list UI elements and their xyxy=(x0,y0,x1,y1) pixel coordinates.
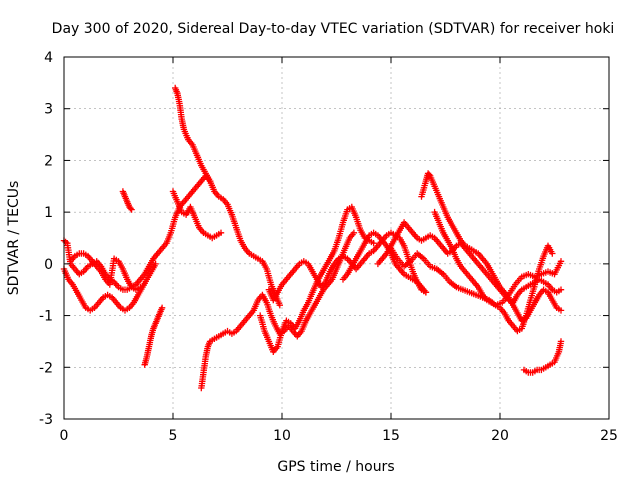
y-tick-label: 2 xyxy=(44,153,53,169)
data-point-marker xyxy=(557,307,565,314)
data-series xyxy=(418,170,565,324)
data-series xyxy=(141,304,166,368)
y-axis-label: SDTVAR / TECUs xyxy=(6,181,22,296)
data-point-marker xyxy=(422,289,430,296)
axis-ticks xyxy=(63,56,610,420)
x-tick-label: 10 xyxy=(273,428,291,444)
data-series xyxy=(67,250,144,293)
x-tick-label: 5 xyxy=(169,428,178,444)
y-tick-label: 0 xyxy=(44,257,53,273)
x-tick-labels: 0 5 10 15 20 25 xyxy=(60,428,618,444)
y-tick-labels: -3 -2 -1 0 1 2 3 4 xyxy=(39,50,53,428)
y-tick-label: -3 xyxy=(39,412,53,428)
data-point-marker xyxy=(128,206,135,213)
data-series xyxy=(119,188,135,213)
data-series xyxy=(60,260,159,314)
data-series xyxy=(374,219,565,306)
x-tick-label: 25 xyxy=(600,428,618,444)
data-point-marker xyxy=(370,240,377,247)
x-tick-label: 0 xyxy=(60,428,69,444)
data-point-marker xyxy=(158,304,166,311)
plot-frame xyxy=(63,56,610,420)
data-series xyxy=(387,245,565,309)
data-series xyxy=(60,172,214,293)
data-point-marker xyxy=(127,205,134,212)
y-tick-label: 4 xyxy=(44,50,53,66)
y-tick-label: 1 xyxy=(44,205,53,221)
x-axis-label: GPS time / hours xyxy=(277,459,394,475)
data-point-marker xyxy=(557,286,565,293)
data-markers xyxy=(60,84,565,392)
x-tick-label: 15 xyxy=(382,428,400,444)
y-tick-label: 3 xyxy=(44,102,53,118)
data-point-marker xyxy=(549,250,556,257)
data-point-marker xyxy=(557,338,565,345)
y-tick-label: -2 xyxy=(39,360,53,376)
data-point-marker xyxy=(426,171,433,178)
data-point-marker xyxy=(276,302,283,309)
data-point-marker xyxy=(137,283,144,291)
data-series xyxy=(172,84,283,309)
data-series xyxy=(339,229,430,296)
chart-title: Day 300 of 2020, Sidereal Day-to-day VTE… xyxy=(52,21,615,37)
data-point-marker xyxy=(217,229,225,236)
data-point-marker xyxy=(350,229,358,236)
x-tick-label: 20 xyxy=(491,428,509,444)
data-series xyxy=(169,188,225,242)
data-point-marker xyxy=(152,260,159,268)
data-point-marker xyxy=(557,258,565,265)
data-series xyxy=(520,338,565,376)
y-tick-label: -1 xyxy=(39,309,53,325)
